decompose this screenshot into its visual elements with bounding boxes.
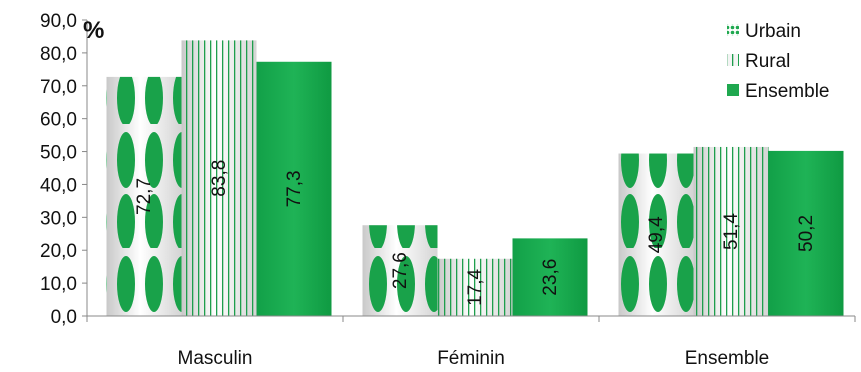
y-tick-label: 30,0 xyxy=(40,208,77,229)
data-label: 83,8 xyxy=(209,160,230,197)
data-label: 27,6 xyxy=(390,252,411,289)
bar-ensemble-masculin xyxy=(256,61,332,316)
bar-rural-masculin-pattern xyxy=(181,40,257,316)
legend-item-ensemble-swatch xyxy=(727,84,739,96)
data-label: 50,2 xyxy=(796,215,817,252)
y-tick-label: 60,0 xyxy=(40,110,77,131)
y-tick-label: 40,0 xyxy=(40,175,77,196)
x-tick-label: Masculin xyxy=(178,348,253,369)
legend-item-rural-label: Rural xyxy=(745,51,790,72)
x-tick-label: Féminin xyxy=(437,348,505,369)
data-label: 49,4 xyxy=(646,216,667,253)
plot-area: 72,7 27,6 49,4 83,8 17,4 51,4 77,3 23,6 50,2 0,0 1… xyxy=(40,11,856,369)
data-label: 23,6 xyxy=(540,259,561,296)
bar-ensemble-ensemble xyxy=(768,150,844,316)
y-tick-label: 20,0 xyxy=(40,241,77,262)
bar-rural-ensemble-pattern xyxy=(693,146,769,316)
bar-urbain-feminin-pattern xyxy=(362,225,438,316)
bar-rural-feminin-pattern xyxy=(437,258,513,316)
y-tick-label: 50,0 xyxy=(40,143,77,164)
data-label: 72,7 xyxy=(134,178,155,215)
data-label: 77,3 xyxy=(284,170,305,207)
y-unit-label: % xyxy=(83,17,104,44)
data-label: 51,4 xyxy=(721,213,742,250)
legend-item-urbain-swatch xyxy=(727,24,739,36)
data-label: 17,4 xyxy=(465,268,486,305)
y-tick-label: 0,0 xyxy=(51,307,77,328)
legend-item-rural-swatch xyxy=(727,54,739,66)
y-tick-label: 80,0 xyxy=(40,44,77,65)
y-tick-label: 70,0 xyxy=(40,77,77,98)
x-tick-label: Ensemble xyxy=(685,348,770,369)
legend-item-urbain-label: Urbain xyxy=(745,21,801,42)
y-tick-label: 90,0 xyxy=(40,11,77,32)
bar-urbain-ensemble-pattern xyxy=(618,153,694,316)
bar-urbain-masculin-pattern xyxy=(106,76,182,316)
y-tick-label: 10,0 xyxy=(40,274,77,295)
legend-item-ensemble-label: Ensemble xyxy=(745,81,830,102)
legend: Urbain Rural Ensemble xyxy=(727,21,830,102)
bar-ensemble-feminin xyxy=(512,238,588,316)
